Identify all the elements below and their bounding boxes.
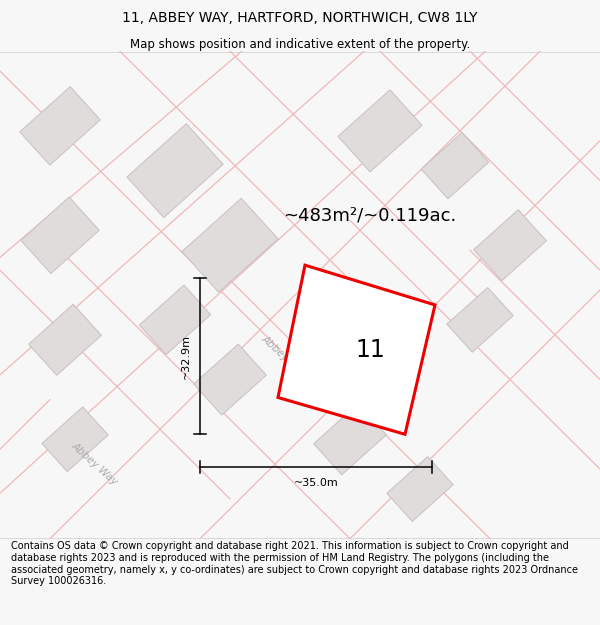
Polygon shape	[473, 210, 547, 281]
Polygon shape	[139, 285, 211, 354]
Text: Contains OS data © Crown copyright and database right 2021. This information is : Contains OS data © Crown copyright and d…	[11, 541, 578, 586]
Polygon shape	[194, 344, 266, 415]
Polygon shape	[387, 457, 453, 521]
Text: ~32.9m: ~32.9m	[181, 334, 191, 379]
Polygon shape	[182, 198, 278, 292]
Polygon shape	[447, 288, 513, 352]
Polygon shape	[21, 197, 99, 274]
Polygon shape	[338, 90, 422, 172]
Text: 11, ABBEY WAY, HARTFORD, NORTHWICH, CW8 1LY: 11, ABBEY WAY, HARTFORD, NORTHWICH, CW8 …	[122, 11, 478, 25]
Text: Abbey Way: Abbey Way	[70, 441, 120, 488]
Polygon shape	[20, 87, 100, 165]
Text: ~483m²/~0.119ac.: ~483m²/~0.119ac.	[283, 206, 457, 224]
Polygon shape	[278, 265, 435, 434]
Text: 11: 11	[356, 339, 386, 362]
Text: ~35.0m: ~35.0m	[293, 478, 338, 488]
Text: Abbey Way: Abbey Way	[260, 334, 310, 380]
Polygon shape	[421, 132, 489, 199]
Polygon shape	[127, 124, 223, 218]
Polygon shape	[314, 404, 386, 475]
Polygon shape	[42, 407, 108, 472]
Text: Map shows position and indicative extent of the property.: Map shows position and indicative extent…	[130, 39, 470, 51]
Polygon shape	[29, 304, 101, 375]
